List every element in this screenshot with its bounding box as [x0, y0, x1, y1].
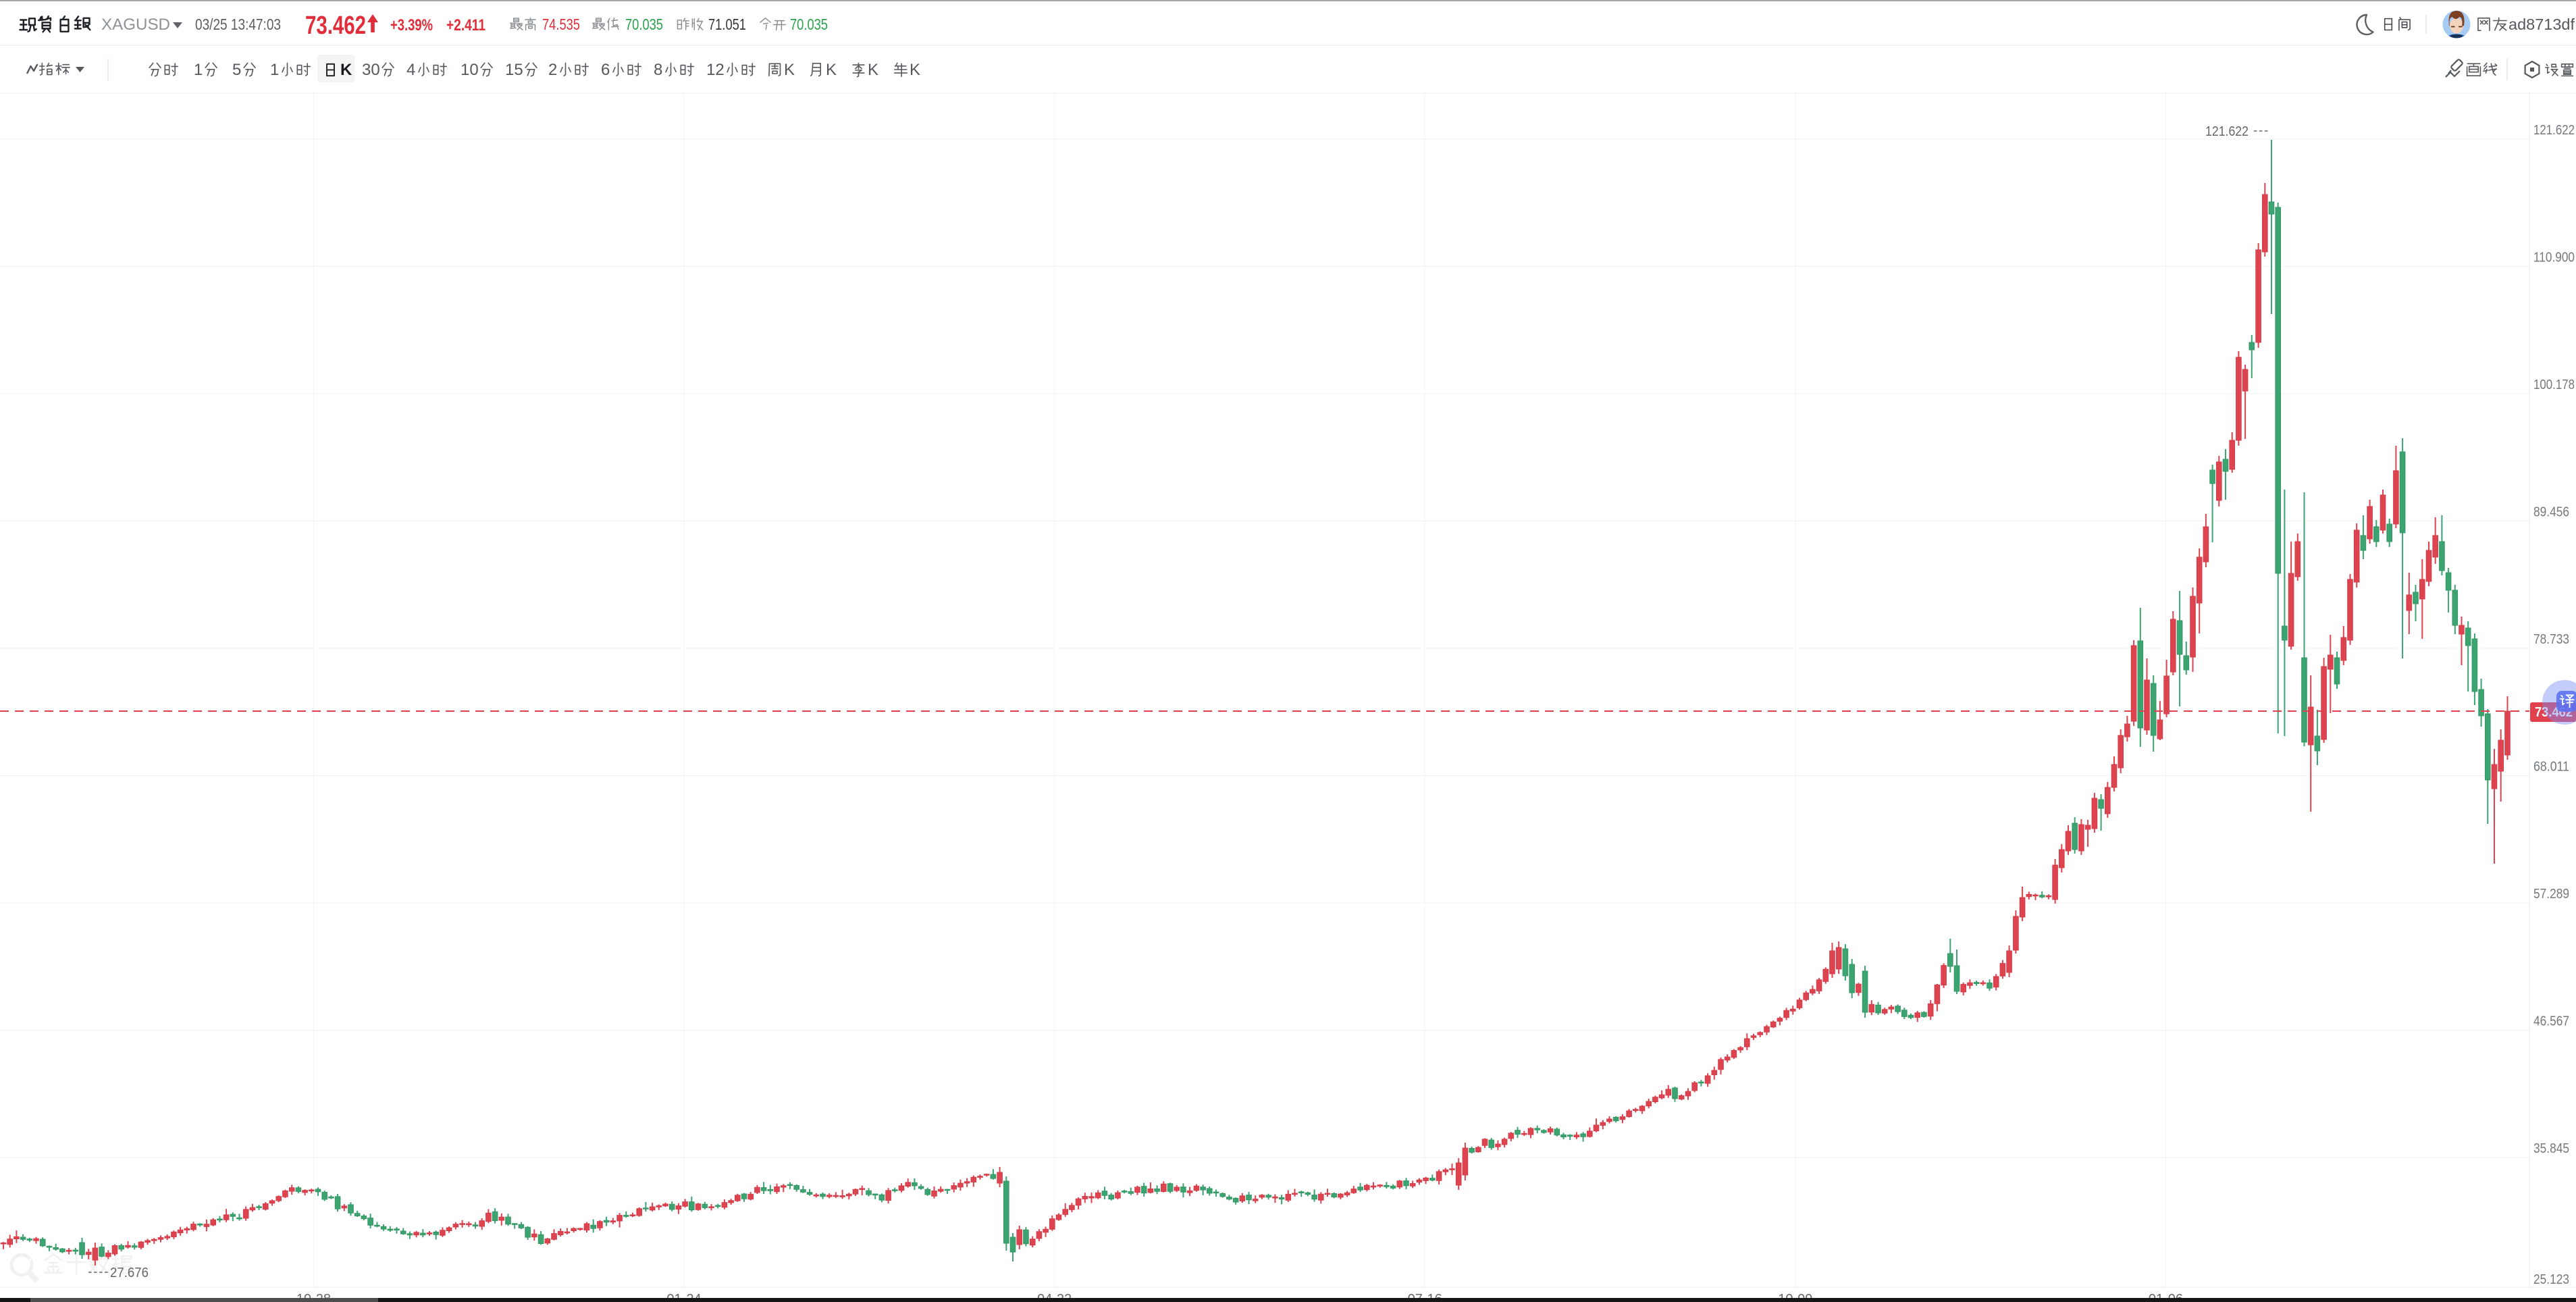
- svg-text:121.622: 121.622: [2533, 123, 2575, 138]
- svg-text:74.535: 74.535: [542, 16, 580, 33]
- svg-text:4: 4: [406, 61, 415, 79]
- svg-text:03/25 13:47:03: 03/25 13:47:03: [195, 16, 281, 33]
- svg-text:6: 6: [601, 61, 610, 79]
- svg-text:5: 5: [232, 61, 241, 79]
- svg-text:68.011: 68.011: [2533, 760, 2569, 775]
- svg-text:XAGUSD: XAGUSD: [101, 16, 170, 34]
- svg-text:8: 8: [654, 61, 662, 79]
- svg-text:K: K: [784, 61, 795, 79]
- svg-text:100.178: 100.178: [2533, 377, 2575, 392]
- svg-text:1: 1: [270, 61, 279, 79]
- svg-text:30: 30: [362, 61, 380, 79]
- svg-text:71.051: 71.051: [708, 16, 746, 33]
- svg-text:121.622: 121.622: [2205, 124, 2249, 139]
- svg-text:+2.411: +2.411: [446, 16, 485, 34]
- svg-text:73.462: 73.462: [305, 11, 366, 40]
- svg-text:K: K: [826, 61, 837, 79]
- svg-text:35.845: 35.845: [2533, 1141, 2569, 1156]
- svg-text:27.676: 27.676: [110, 1266, 149, 1280]
- svg-text:12: 12: [706, 61, 725, 79]
- svg-text:70.035: 70.035: [790, 16, 828, 33]
- svg-text:89.456: 89.456: [2533, 505, 2569, 520]
- svg-text:ad8713df: ad8713df: [2508, 16, 2575, 33]
- svg-text:1: 1: [194, 61, 203, 79]
- svg-text:78.733: 78.733: [2533, 632, 2569, 647]
- svg-text:110.900: 110.900: [2533, 251, 2575, 265]
- svg-text:K: K: [910, 61, 920, 79]
- svg-text:70.035: 70.035: [625, 16, 663, 33]
- svg-text:+3.39%: +3.39%: [390, 16, 433, 34]
- svg-text:K: K: [340, 61, 352, 79]
- svg-text:15: 15: [505, 61, 523, 79]
- svg-text:57.289: 57.289: [2533, 887, 2569, 902]
- svg-text:46.567: 46.567: [2533, 1014, 2569, 1029]
- svg-text:K: K: [868, 61, 878, 79]
- svg-text:2: 2: [548, 61, 557, 79]
- svg-text:25.123: 25.123: [2533, 1272, 2569, 1287]
- svg-text:10: 10: [461, 61, 479, 79]
